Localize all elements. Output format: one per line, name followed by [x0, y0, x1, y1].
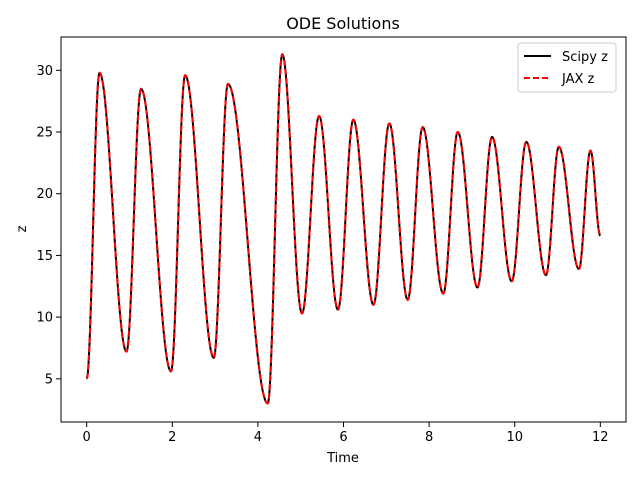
y-axis: 5 10 15 20 25 30 [36, 64, 61, 387]
y-axis-label: z [15, 225, 30, 232]
y-tick-label: 15 [36, 249, 53, 264]
x-tick-label: 6 [339, 430, 347, 445]
x-tick-label: 10 [506, 430, 523, 445]
x-tick-label: 2 [168, 430, 176, 445]
y-tick-label: 5 [45, 372, 53, 387]
legend-label-jax: JAX z [561, 72, 595, 87]
legend-label-scipy: Scipy z [562, 50, 608, 65]
x-tick-label: 12 [592, 430, 609, 445]
chart-title: ODE Solutions [286, 14, 400, 33]
x-tick-label: 4 [254, 430, 262, 445]
x-axis: 0 2 4 6 8 10 12 [83, 422, 609, 445]
legend: Scipy z JAX z [517, 42, 617, 93]
y-tick-label: 20 [36, 187, 53, 202]
x-tick-label: 8 [425, 430, 433, 445]
x-tick-label: 0 [83, 430, 91, 445]
y-tick-label: 30 [36, 64, 53, 79]
x-axis-label: Time [326, 451, 359, 466]
y-tick-label: 25 [36, 126, 53, 141]
series-line-jax [85, 53, 601, 405]
y-tick-label: 10 [36, 311, 53, 326]
